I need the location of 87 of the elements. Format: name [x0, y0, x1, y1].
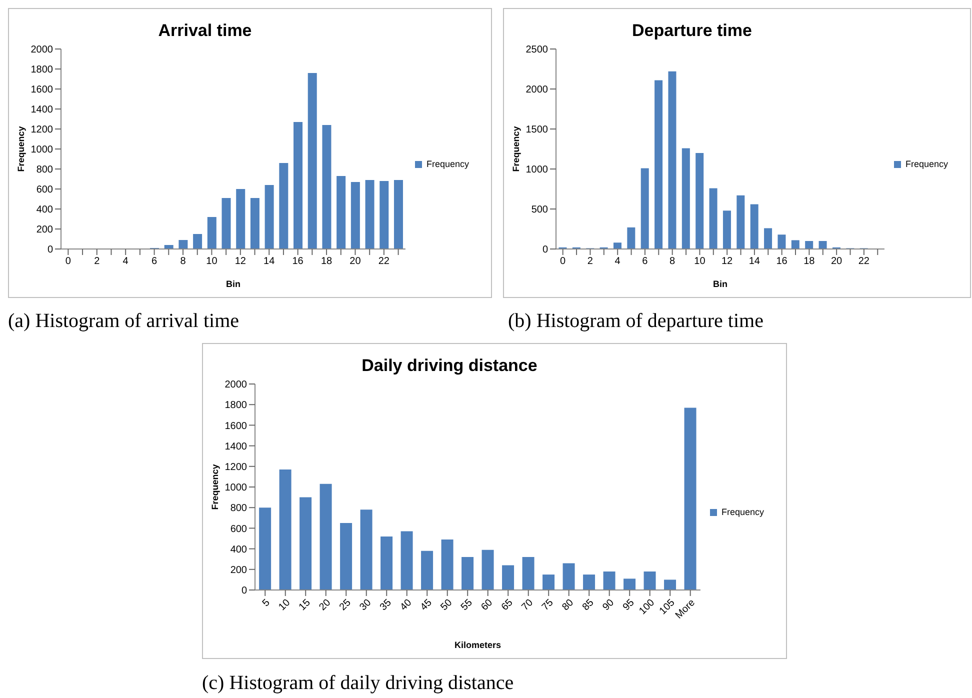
x-tick-label: 10	[276, 597, 293, 614]
x-tick-label: 16	[776, 256, 788, 268]
y-tick-label: 2000	[526, 84, 548, 96]
x-tick-label: 20	[831, 256, 843, 268]
legend-label: Frequency	[426, 159, 469, 169]
x-tick-label: 6	[152, 256, 158, 268]
legend-label: Frequency	[721, 507, 764, 517]
y-tick-label: 1200	[224, 462, 248, 473]
x-tick-label: 85	[580, 597, 597, 614]
legend-label: Frequency	[905, 159, 948, 169]
y-tick-label: 600	[230, 524, 248, 535]
x-tick-label: 8	[180, 256, 186, 268]
x-tick-label: 12	[722, 256, 734, 268]
x-tick-label: 50	[438, 597, 455, 614]
x-tick-label: 6	[642, 256, 648, 268]
x-tick-label: 70	[520, 597, 536, 614]
y-tick-label: 1000	[526, 164, 548, 176]
chart-title: Arrival time	[157, 21, 253, 41]
y-tick-label: 1600	[224, 420, 248, 432]
text: (c) Histogram of daily driving distance	[202, 672, 514, 695]
y-tick-label: 500	[531, 204, 548, 216]
x-tick-label: 25	[338, 597, 354, 614]
x-axis-title: Bin	[712, 279, 728, 289]
x-tick-label: 14	[264, 256, 276, 268]
x-tick-label: 22	[378, 256, 390, 268]
x-tick-label: 10	[694, 256, 706, 268]
x-tick-label: 20	[350, 256, 362, 268]
y-tick-label: 1400	[224, 441, 248, 452]
x-tick-label: 2	[587, 256, 594, 268]
x-tick-label: 0	[65, 256, 72, 268]
x-tick-label: 35	[378, 597, 394, 614]
y-tick-label: 2500	[526, 44, 548, 56]
y-tick-label: 1000	[224, 482, 248, 494]
y-axis-title: Frequency	[16, 126, 26, 172]
x-tick-label: 0	[560, 256, 566, 268]
y-tick-label: 1500	[526, 124, 548, 136]
x-tick-label: 55	[459, 597, 476, 614]
x-tick-label: 30	[358, 597, 374, 614]
y-tick-label: 1200	[30, 124, 54, 136]
y-axis-title: Frequency	[511, 126, 522, 172]
x-tick-label: 2	[94, 256, 100, 268]
y-tick-label: 1600	[30, 84, 54, 96]
text: (b) Histogram of departure time	[508, 310, 764, 333]
x-tick-label: 45	[418, 597, 435, 614]
x-tick-label: 100	[637, 597, 658, 617]
x-tick-label: 16	[292, 256, 304, 268]
chart-title: Departure time	[631, 21, 753, 41]
x-tick-label: 22	[858, 256, 870, 268]
x-tick-label: 4	[122, 256, 129, 268]
chart-title: Daily driving distance	[360, 356, 538, 376]
x-tick-label: 60	[479, 597, 496, 614]
y-tick-label: 1400	[30, 104, 54, 116]
y-tick-label: 2000	[224, 380, 248, 391]
x-tick-label: 10	[206, 256, 218, 268]
y-tick-label: 600	[36, 184, 54, 196]
x-tick-label: 18	[804, 256, 816, 268]
y-tick-label: 800	[36, 164, 54, 176]
x-tick-label: 90	[600, 597, 617, 614]
y-tick-label: 2000	[30, 44, 54, 56]
y-tick-label: 0	[241, 586, 248, 597]
x-tick-label: 20	[317, 597, 334, 614]
y-tick-label: 1000	[30, 144, 54, 156]
x-axis-title: Kilometers	[454, 640, 501, 650]
x-tick-label: 4	[614, 256, 621, 268]
x-axis-title: Bin	[226, 279, 240, 289]
y-tick-label: 1800	[30, 64, 54, 76]
x-tick-label: 65	[500, 597, 516, 614]
y-tick-label: 400	[230, 544, 248, 556]
x-tick-label: 12	[234, 256, 246, 268]
x-tick-label: 15	[297, 597, 314, 614]
text: (a) Histogram of arrival time	[8, 310, 240, 333]
x-tick-label: 75	[540, 597, 556, 614]
x-tick-label: 8	[670, 256, 676, 268]
x-tick-label: 40	[398, 597, 414, 614]
y-tick-label: 0	[47, 244, 54, 256]
y-tick-label: 800	[230, 503, 248, 514]
x-tick-label: 80	[560, 597, 576, 614]
y-tick-label: 1800	[224, 400, 248, 412]
y-tick-label: 200	[230, 564, 248, 576]
y-tick-label: 200	[36, 224, 54, 236]
x-tick-label: 14	[748, 256, 760, 268]
x-tick-label: 95	[621, 597, 638, 614]
y-axis-title: Frequency	[210, 464, 220, 510]
y-tick-label: 400	[36, 204, 54, 216]
x-tick-label: 18	[320, 256, 333, 268]
y-tick-label: 0	[542, 244, 548, 256]
x-tick-label: 5	[260, 597, 273, 610]
